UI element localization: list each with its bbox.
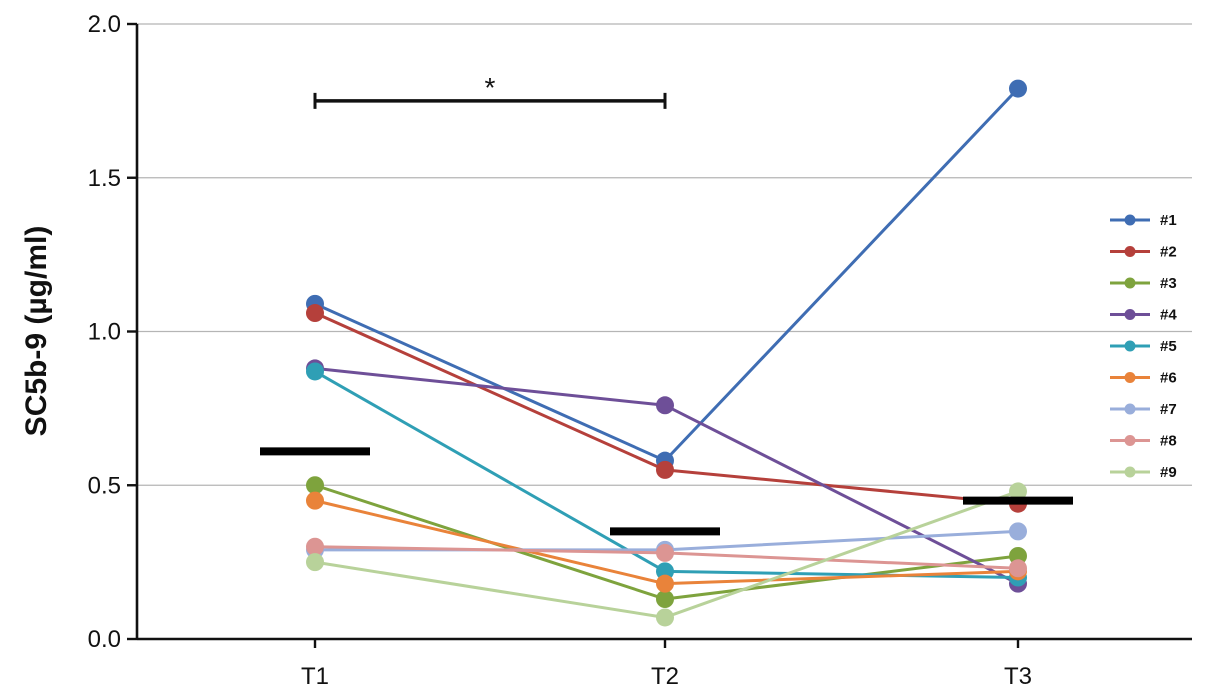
x-tick-labels: T1 T2 T3 — [301, 663, 1032, 690]
data-point — [1009, 482, 1027, 501]
data-point — [1009, 79, 1027, 98]
mean-markers — [260, 447, 1073, 536]
legend-item: #9 — [1110, 464, 1177, 481]
legend-swatch-marker — [1124, 309, 1136, 320]
data-point — [656, 608, 674, 627]
legend-label: #3 — [1160, 275, 1177, 292]
legend-swatch-marker — [1124, 466, 1136, 478]
legend-label: #7 — [1160, 401, 1177, 418]
legend-label: #6 — [1160, 370, 1177, 387]
significance-bracket: * — [313, 72, 667, 109]
y-tick-label: 1.0 — [88, 319, 121, 346]
data-point — [656, 396, 674, 415]
legend-swatch-marker — [1124, 214, 1136, 226]
legend-swatch-marker — [1124, 403, 1136, 415]
x-tick-label-t1: T1 — [301, 663, 329, 690]
significance-label: * — [485, 72, 496, 103]
legend-item: #4 — [1110, 307, 1177, 324]
y-tick-labels: 0.0 0.5 1.0 1.5 2.0 — [88, 11, 121, 653]
legend-item: #8 — [1110, 433, 1177, 450]
legend-swatch-marker — [1124, 340, 1136, 352]
legend-item: #5 — [1110, 338, 1177, 355]
data-point — [656, 543, 674, 562]
legend-item: #6 — [1110, 370, 1177, 387]
legend-item: #7 — [1110, 401, 1177, 418]
data-point — [306, 304, 324, 323]
x-tick-label-t3: T3 — [1004, 663, 1032, 690]
legend-swatch-marker — [1124, 435, 1136, 446]
legend: #1 #2 #3 #4 #5 #6 #7 #8 #9 — [1110, 212, 1177, 481]
series-3 — [306, 476, 1027, 609]
data-point — [656, 460, 674, 479]
legend-label: #8 — [1160, 433, 1177, 450]
legend-item: #1 — [1110, 212, 1177, 229]
axes — [127, 22, 1192, 648]
legend-swatch-marker — [1124, 372, 1136, 383]
series-lines — [306, 79, 1027, 627]
data-point — [306, 476, 324, 495]
legend-item: #3 — [1110, 275, 1177, 292]
data-point — [1009, 559, 1027, 578]
legend-item: #2 — [1110, 244, 1177, 261]
data-point — [1009, 546, 1027, 565]
legend-label: #2 — [1160, 244, 1177, 261]
series-8 — [306, 537, 1027, 578]
data-point — [306, 362, 324, 381]
data-point — [656, 574, 674, 593]
legend-label: #1 — [1160, 212, 1177, 229]
legend-swatch-marker — [1124, 277, 1136, 289]
legend-label: #4 — [1160, 307, 1177, 324]
data-point — [656, 562, 674, 581]
data-point — [306, 537, 324, 556]
data-point — [656, 590, 674, 609]
data-point — [1009, 522, 1027, 541]
series-2 — [306, 304, 1027, 513]
data-point — [306, 491, 324, 510]
x-tick-label-t2: T2 — [651, 663, 679, 690]
y-tick-label: 0.0 — [88, 626, 121, 653]
legend-label: #9 — [1160, 464, 1177, 481]
y-tick-label: 2.0 — [88, 11, 121, 38]
series-9 — [306, 482, 1027, 627]
y-tick-label: 0.5 — [88, 472, 121, 499]
y-axis-title: SC5b-9 (µg/ml) — [20, 226, 53, 437]
data-point — [306, 553, 324, 572]
legend-label: #5 — [1160, 338, 1177, 355]
y-tick-label: 1.5 — [88, 165, 121, 192]
legend-swatch-marker — [1124, 246, 1136, 257]
